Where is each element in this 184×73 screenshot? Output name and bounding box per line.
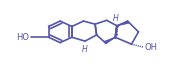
Text: H: H	[112, 14, 118, 23]
Text: OH: OH	[145, 43, 158, 52]
Polygon shape	[104, 37, 115, 44]
Text: H: H	[82, 45, 88, 54]
Polygon shape	[117, 20, 129, 26]
Text: HO: HO	[16, 33, 29, 42]
